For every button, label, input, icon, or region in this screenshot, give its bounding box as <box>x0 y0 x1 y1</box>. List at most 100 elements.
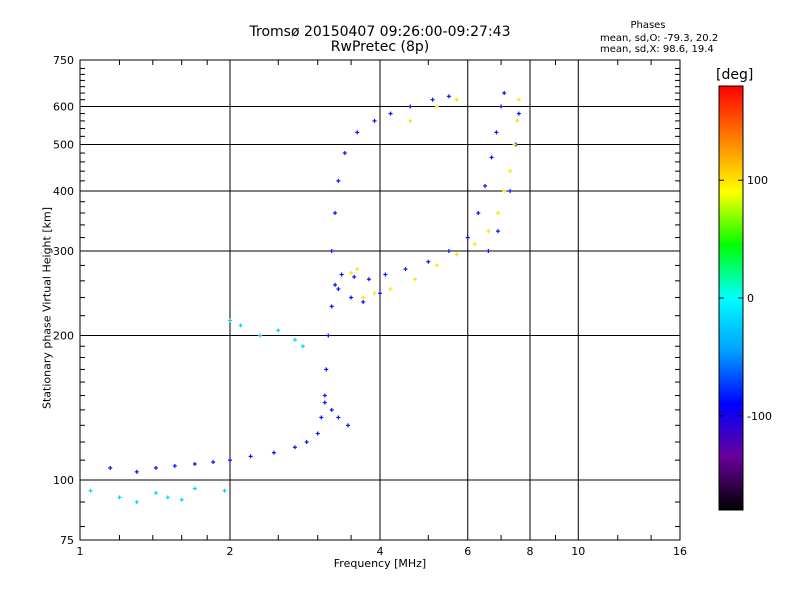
data-point <box>495 211 500 216</box>
data-point <box>508 169 513 174</box>
data-point <box>108 465 113 470</box>
data-point <box>499 104 504 109</box>
y-tick-label: 300 <box>53 245 74 258</box>
colorbar: 100 0 -100 <box>718 85 772 511</box>
data-point <box>228 318 232 323</box>
y-tick-label: 75 <box>60 534 74 547</box>
data-point <box>333 211 338 216</box>
data-point <box>324 367 329 372</box>
data-point <box>472 242 477 247</box>
data-point <box>502 189 507 194</box>
data-point <box>134 499 139 504</box>
data-point <box>304 440 309 445</box>
data-point <box>434 263 439 268</box>
data-point <box>486 229 491 234</box>
phases-x-stats: mean, sd,X: 98.6, 19.4 <box>600 44 714 55</box>
x-tick-label: 8 <box>527 545 534 558</box>
data-point <box>446 249 451 254</box>
data-point <box>153 465 158 470</box>
x-tick-label: 2 <box>227 545 234 558</box>
x-axis-label: Frequency [MHz] <box>333 557 427 570</box>
data-point <box>454 97 459 102</box>
data-point <box>117 495 122 500</box>
y-tick-label: 200 <box>53 330 74 343</box>
chart-subtitle: RwPretec (8p) <box>330 39 430 55</box>
data-point <box>333 282 338 287</box>
data-point <box>88 488 93 493</box>
colorbar-tick-label: -100 <box>747 410 772 423</box>
x-tick-label: 1 <box>77 545 84 558</box>
y-tick-label: 100 <box>53 474 74 487</box>
colorbar-tick-label: 0 <box>747 292 754 305</box>
data-point <box>446 94 451 99</box>
data-point <box>339 272 344 277</box>
data-point <box>329 304 334 309</box>
data-point <box>342 151 347 156</box>
data-point <box>372 118 377 123</box>
data-point <box>476 211 481 216</box>
data-point <box>172 463 177 468</box>
data-point <box>319 415 324 420</box>
data-point <box>408 104 413 109</box>
x-tick-label: 4 <box>377 545 384 558</box>
data-point <box>329 407 334 412</box>
data-point <box>355 267 360 272</box>
data-point <box>336 178 341 183</box>
data-point <box>165 495 170 500</box>
data-point <box>378 291 382 296</box>
data-point <box>494 130 499 135</box>
data-point <box>483 183 488 188</box>
data-point <box>388 111 393 116</box>
data-point <box>430 97 435 102</box>
data-point <box>349 270 354 275</box>
y-tick-label: 400 <box>53 185 74 198</box>
data-point <box>502 91 507 96</box>
plot-area: 1 2 4 6 8 10 16 75 100 200 300 400 500 600 750 <box>53 54 687 558</box>
data-point <box>248 454 253 459</box>
data-point <box>211 460 216 465</box>
data-point <box>238 323 243 328</box>
colorbar-title: [deg] <box>716 67 754 83</box>
plot-frame <box>79 59 681 541</box>
x-tick-label: 6 <box>464 545 471 558</box>
data-point <box>292 337 297 342</box>
data-point <box>434 104 439 109</box>
data-point <box>322 393 327 398</box>
data-point <box>361 295 366 300</box>
phases-header: Phases <box>630 20 666 31</box>
y-tick-label: 750 <box>53 54 74 67</box>
data-point <box>258 333 263 338</box>
data-point <box>352 274 357 279</box>
data-point <box>228 458 232 463</box>
data-point <box>300 344 305 349</box>
chart-title: Tromsø 20150407 09:26:00-09:27:43 <box>249 24 511 40</box>
data-point <box>426 259 431 264</box>
data-point <box>276 328 281 333</box>
data-point <box>403 267 408 272</box>
data-point <box>179 497 184 502</box>
data-point <box>134 469 139 474</box>
data-point <box>489 155 494 160</box>
data-point <box>345 423 350 428</box>
phases-o-stats: mean, sd,O: -79.3, 20.2 <box>600 33 719 44</box>
data-point <box>508 189 513 194</box>
data-point <box>372 291 377 296</box>
data-point <box>355 130 360 135</box>
y-tick-label: 500 <box>53 139 74 152</box>
data-point <box>322 400 327 405</box>
data-point <box>366 277 371 282</box>
data-point <box>326 333 331 338</box>
data-point <box>153 490 158 495</box>
data-point <box>329 249 334 254</box>
x-tick-label: 16 <box>673 545 687 558</box>
data-point <box>408 118 413 123</box>
data-point <box>222 488 227 493</box>
x-tick-label: 10 <box>571 545 585 558</box>
data-point <box>292 445 297 450</box>
data-point <box>383 272 388 277</box>
data-point <box>388 287 393 292</box>
data-point <box>495 229 500 234</box>
data-point <box>516 97 521 102</box>
data-point <box>192 486 197 491</box>
data-point <box>516 111 521 116</box>
